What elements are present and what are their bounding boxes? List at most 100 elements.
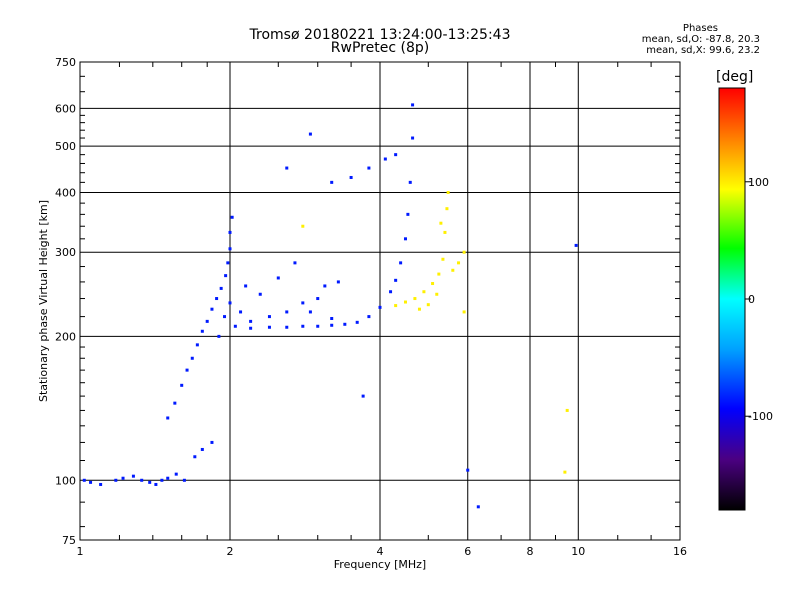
data-point [349,175,353,179]
data-point [233,324,237,328]
data-point [403,300,407,304]
data-point [431,282,435,286]
data-point [394,278,398,282]
data-point [574,243,578,247]
data-point [217,334,221,338]
data-point [166,476,170,480]
y-axis-label: Stationary phase Virtual Height [km] [37,200,50,402]
data-point [383,157,387,161]
data-point [114,478,118,482]
x-tick-label: 10 [571,545,585,558]
data-point [301,224,305,228]
data-point [389,290,393,294]
data-point [210,440,214,444]
data-point [223,315,227,319]
data-point [193,455,197,459]
plot-area: 1 2 4 6 8 10 16 75 100 200 300 400 500 600 750 Frequenc… [37,56,687,571]
x-tick-label: 2 [227,545,234,558]
data-point [239,310,243,314]
y-tick-label: 500 [55,140,76,153]
data-point [249,319,253,323]
data-point [323,284,327,288]
x-tick-label: 4 [377,545,384,558]
data-point [441,257,445,261]
data-point [173,401,177,405]
data-point [406,212,410,216]
data-point [336,280,340,284]
data-point [394,304,398,308]
data-point [411,103,415,107]
data-point [219,286,223,290]
data-point [466,468,470,472]
data-point [148,480,152,484]
colorbar-label: [deg] [716,69,754,85]
data-point [258,292,262,296]
data-point [457,261,461,265]
y-tick-label: 100 [55,474,76,487]
data-point [330,180,334,184]
data-point [205,319,209,323]
data-point [276,276,280,280]
x-axis-label: Frequency [MHz] [334,558,426,571]
data-point [408,180,412,184]
data-point [422,290,426,294]
data-point [160,478,164,482]
data-point [210,307,214,311]
data-point [121,476,125,480]
data-point [367,315,371,319]
data-point [445,207,449,211]
data-point [267,315,271,319]
data-point [215,297,219,301]
data-point [439,221,443,225]
data-point [185,368,189,372]
data-point [462,250,466,254]
x-tick-label: 1 [77,545,84,558]
data-point [249,326,253,330]
data-point [89,480,93,484]
data-point [417,307,421,311]
data-point [330,316,334,320]
data-point [308,310,312,314]
data-point [174,472,178,476]
data-point [316,324,320,328]
data-point [200,329,204,333]
colorbar-tick-label: 0 [748,293,755,306]
data-point [293,261,297,265]
colorbar [718,87,746,511]
data-point [99,482,103,486]
legend-line-x: mean, sd,X: 99.6, 23.2 [646,45,760,56]
y-tick-label: 200 [55,330,76,343]
legend-title: Phases [682,23,718,34]
data-point [226,261,230,265]
data-point [394,153,398,157]
data-point [437,272,441,276]
data-point [154,482,158,486]
data-point [355,320,359,324]
x-tick-label: 8 [527,545,534,558]
data-point [399,261,403,265]
x-tick-label: 16 [673,545,687,558]
x-tick-label: 6 [464,545,471,558]
data-point [180,383,184,387]
data-point [308,132,312,136]
data-point [451,268,455,272]
data-point [413,297,417,301]
data-point [435,292,439,296]
y-tick-label: 400 [55,186,76,199]
data-point [267,325,271,329]
data-point [230,215,234,219]
data-point [182,478,186,482]
data-point [343,322,347,326]
data-point [166,416,170,420]
y-tick-label: 750 [55,56,76,69]
data-point [462,310,466,314]
data-point [195,343,199,347]
data-point [228,230,232,234]
data-point [367,166,371,170]
chart-title: Tromsø 20180221 13:24:00-13:25:43 [249,27,511,43]
chart-subtitle: RwPretec (8p) [330,40,430,56]
data-point [285,310,289,314]
data-point [446,190,450,194]
data-point [301,301,305,305]
